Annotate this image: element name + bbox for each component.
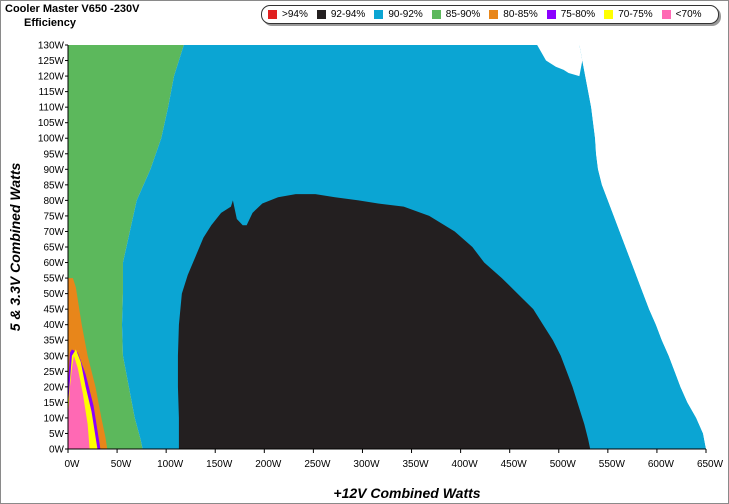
x-tick-label: 350W xyxy=(402,459,429,470)
x-tick-label: 0W xyxy=(65,459,81,470)
legend-swatch xyxy=(661,10,671,19)
y-tick-label: 105W xyxy=(38,118,65,129)
y-tick-label: 100W xyxy=(38,134,65,145)
y-tick-label: 65W xyxy=(43,243,64,254)
legend-label: 80-85% xyxy=(503,9,538,20)
y-tick-label: 75W xyxy=(43,211,64,222)
legend-item-6: 70-75% xyxy=(604,9,653,20)
legend-item-2: 90-92% xyxy=(374,9,423,20)
x-tick-label: 250W xyxy=(304,459,331,470)
y-tick-label: 80W xyxy=(43,196,64,207)
y-tick-label: 110W xyxy=(39,103,65,114)
chart-subtitle: Efficiency xyxy=(24,17,76,29)
x-tick-label: 650W xyxy=(697,459,724,470)
legend-label: 90-92% xyxy=(388,9,423,20)
x-tick-label: 500W xyxy=(550,459,577,470)
legend-label: 85-90% xyxy=(445,9,481,20)
y-tick-label: 85W xyxy=(43,180,64,191)
x-tick-label: 450W xyxy=(501,459,528,470)
y-tick-label: 95W xyxy=(43,149,64,160)
legend-swatch xyxy=(546,10,556,19)
y-tick-label: 0W xyxy=(49,445,65,456)
y-tick-label: 125W xyxy=(38,56,65,67)
region-85-90- xyxy=(68,45,184,449)
legend-swatch xyxy=(604,10,614,19)
heatmap-regions xyxy=(68,45,706,449)
x-tick-label: 600W xyxy=(648,459,675,470)
y-tick-label: 10W xyxy=(43,413,64,424)
y-axis-title: 5 & 3.3V Combined Watts xyxy=(7,163,23,332)
y-tick-label: 45W xyxy=(43,305,64,316)
y-tick-label: 130W xyxy=(38,41,65,52)
y-tick-label: 25W xyxy=(43,367,64,378)
y-tick-label: 115W xyxy=(39,87,65,98)
legend-label: >94% xyxy=(282,9,308,20)
legend-swatch xyxy=(431,10,441,19)
x-tick-label: 550W xyxy=(599,459,626,470)
y-tick-label: 120W xyxy=(38,72,65,83)
legend-label: 92-94% xyxy=(330,9,366,20)
region--70- xyxy=(68,355,90,449)
legend-label: <70% xyxy=(675,9,702,20)
legend-swatch xyxy=(268,10,277,19)
legend-item-1: 92-94% xyxy=(316,9,366,20)
legend-item-3: 85-90% xyxy=(431,9,481,20)
legend-item-7: <70% xyxy=(661,9,702,20)
y-tick-label: 55W xyxy=(43,274,64,285)
x-tick-label: 100W xyxy=(157,459,184,470)
legend-item-0: >94% xyxy=(268,9,308,20)
x-tick-label: 50W xyxy=(111,459,132,470)
legend-item-4: 80-85% xyxy=(489,9,538,20)
y-tick-label: 70W xyxy=(43,227,64,238)
x-tick-label: 400W xyxy=(452,459,479,470)
y-tick-label: 35W xyxy=(43,336,64,347)
x-tick-label: 150W xyxy=(206,459,233,470)
y-tick-label: 40W xyxy=(43,320,64,331)
y-tick-label: 20W xyxy=(43,382,64,393)
x-axis-title: +12V Combined Watts xyxy=(333,485,480,501)
y-tick-label: 90W xyxy=(43,165,64,176)
legend-label: 70-75% xyxy=(618,9,653,20)
legend-item-5: 75-80% xyxy=(546,9,596,20)
legend-swatch xyxy=(316,10,326,19)
legend: >94% 92-94% 90-92% 85-90% 80-85% 75-80% 70-75%… xyxy=(261,5,719,24)
region-92-94- xyxy=(177,194,591,449)
x-tick-label: 200W xyxy=(255,459,282,470)
y-tick-label: 50W xyxy=(43,289,64,300)
y-tick-label: 15W xyxy=(43,398,64,409)
y-tick-label: 60W xyxy=(43,258,64,269)
legend-label: 75-80% xyxy=(560,9,596,20)
legend-swatch xyxy=(489,10,499,19)
legend-swatch xyxy=(374,10,384,19)
chart-title: Cooler Master V650 -230V xyxy=(5,3,140,15)
x-tick-label: 300W xyxy=(353,459,380,470)
y-tick-label: 5W xyxy=(49,429,65,440)
y-tick-label: 30W xyxy=(43,351,64,362)
